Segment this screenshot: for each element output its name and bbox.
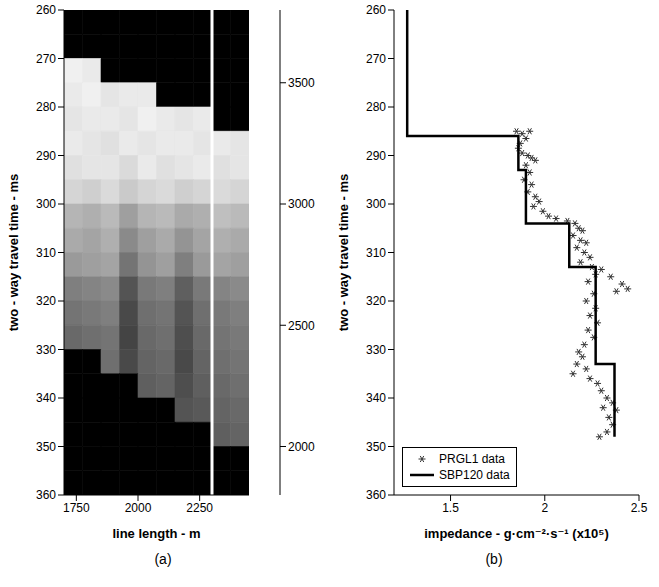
- svg-text:360: 360: [36, 488, 56, 502]
- svg-text:two - way travel time - ms: two - way travel time - ms: [6, 174, 21, 332]
- svg-text:2500: 2500: [288, 319, 315, 333]
- svg-text:3500: 3500: [288, 76, 315, 90]
- svg-text:2000: 2000: [125, 501, 152, 515]
- html-text:SBP120 data: SBP120 data: [439, 468, 510, 482]
- svg-text:290: 290: [36, 149, 56, 163]
- svg-text:2.5: 2.5: [631, 501, 648, 515]
- svg-text:330: 330: [366, 343, 386, 357]
- svg-text:320: 320: [36, 294, 56, 308]
- svg-text:270: 270: [36, 52, 56, 66]
- svg-text:2: 2: [541, 501, 548, 515]
- svg-text:two - way travel time - ms: two - way travel time - ms: [336, 174, 351, 332]
- svg-text:300: 300: [36, 197, 56, 211]
- svg-text:280: 280: [36, 100, 56, 114]
- html-text:PRGL1 data: PRGL1 data: [439, 452, 505, 466]
- svg-text:line length - m: line length - m: [112, 526, 200, 541]
- svg-text:360: 360: [366, 488, 386, 502]
- svg-text:290: 290: [366, 149, 386, 163]
- svg-text:340: 340: [36, 391, 56, 405]
- svg-text:300: 300: [366, 197, 386, 211]
- html-text:(a): (a): [154, 551, 172, 567]
- svg-text:310: 310: [36, 246, 56, 260]
- svg-text:350: 350: [36, 440, 56, 454]
- svg-text:260: 260: [36, 3, 56, 17]
- svg-text:330: 330: [36, 343, 56, 357]
- svg-text:2250: 2250: [186, 501, 213, 515]
- svg-text:350: 350: [366, 440, 386, 454]
- svg-text:320: 320: [366, 294, 386, 308]
- svg-text:impedance - g·cm⁻²·s⁻¹ (x10⁵): impedance - g·cm⁻²·s⁻¹ (x10⁵): [424, 526, 609, 541]
- svg-text:1.5: 1.5: [442, 501, 459, 515]
- svg-text:280: 280: [366, 100, 386, 114]
- svg-text:260: 260: [366, 3, 386, 17]
- html-text:(b): (b): [485, 551, 503, 567]
- svg-text:2000: 2000: [288, 440, 315, 454]
- svg-text:1750: 1750: [63, 501, 90, 515]
- svg-text:310: 310: [366, 246, 386, 260]
- svg-text:340: 340: [366, 391, 386, 405]
- svg-text:270: 270: [366, 52, 386, 66]
- svg-text:3000: 3000: [288, 197, 315, 211]
